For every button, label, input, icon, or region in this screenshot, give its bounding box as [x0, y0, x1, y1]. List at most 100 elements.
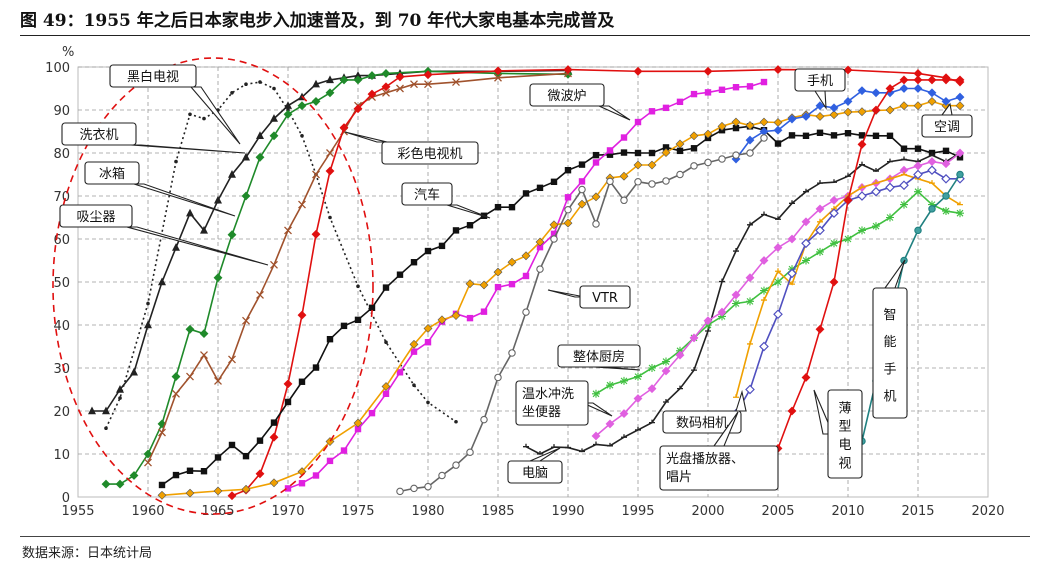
- data-point: [676, 98, 684, 106]
- figure-title: 图 49：1955 年之后日本家电步入加速普及，到 70 年代大家电基本完成普及: [20, 11, 615, 31]
- data-point: [829, 103, 839, 113]
- data-point: [410, 348, 418, 355]
- data-point: [957, 201, 963, 206]
- data-point: [801, 217, 811, 227]
- data-point: [746, 297, 754, 306]
- data-point: [227, 230, 237, 240]
- callout-text-line: 唱片: [666, 470, 692, 485]
- data-point: [116, 385, 124, 393]
- data-point: [522, 308, 530, 316]
- data-point: [606, 151, 614, 158]
- callout-box: [827, 389, 863, 479]
- data-point: [395, 72, 405, 82]
- data-point: [759, 341, 769, 352]
- data-point: [942, 192, 950, 200]
- data-point: [787, 114, 797, 124]
- data-point: [831, 179, 837, 183]
- data-point: [620, 134, 628, 141]
- callout-box: [659, 445, 779, 491]
- data-point: [325, 166, 335, 176]
- data-point: [241, 191, 251, 201]
- data-point: [871, 105, 881, 115]
- data-point: [677, 385, 683, 390]
- data-point: [690, 145, 698, 152]
- data-point: [270, 419, 278, 426]
- data-point: [451, 311, 461, 320]
- data-point: [300, 134, 304, 138]
- data-point: [927, 96, 937, 106]
- data-point: [508, 349, 516, 357]
- data-point: [522, 190, 530, 197]
- data-point: [101, 479, 111, 489]
- data-point: [550, 178, 558, 186]
- data-point: [353, 104, 363, 114]
- x-tick-label: 2010: [831, 504, 864, 519]
- data-point: [843, 96, 853, 106]
- callout-box: [529, 83, 605, 107]
- data-point: [102, 406, 110, 415]
- data-point: [732, 299, 740, 308]
- data-point: [914, 226, 922, 235]
- data-point: [284, 485, 292, 492]
- data-point: [928, 205, 936, 213]
- data-point: [830, 132, 838, 139]
- callout-text: 光盘播放器、唱片: [666, 451, 744, 485]
- data-point: [955, 75, 965, 85]
- data-point: [619, 409, 629, 419]
- data-point: [731, 117, 741, 127]
- data-point: [410, 80, 418, 89]
- callout-box: [662, 410, 742, 434]
- data-point: [733, 248, 739, 252]
- y-tick-label: 90: [53, 104, 70, 119]
- data-point: [396, 487, 404, 496]
- data-point: [844, 130, 852, 137]
- data-point: [843, 195, 853, 205]
- data-point: [466, 448, 474, 457]
- data-point: [537, 451, 543, 455]
- data-point: [815, 112, 825, 121]
- data-point: [213, 486, 223, 496]
- data-point: [955, 101, 965, 111]
- data-point: [746, 83, 754, 90]
- data-point: [718, 86, 726, 93]
- data-point: [258, 80, 262, 84]
- data-point: [927, 75, 937, 85]
- data-point: [270, 114, 278, 122]
- y-tick-label: 50: [53, 276, 70, 291]
- callout-box: [109, 64, 197, 88]
- data-point: [634, 118, 642, 126]
- data-point: [690, 90, 698, 98]
- data-point: [941, 75, 951, 85]
- data-point: [297, 310, 307, 320]
- y-axis-unit-label: %: [62, 45, 74, 60]
- callout-box: [61, 122, 137, 146]
- data-point: [171, 372, 181, 382]
- data-point: [200, 468, 208, 475]
- data-point: [801, 112, 811, 121]
- data-point: [788, 132, 796, 139]
- data-point: [900, 200, 908, 209]
- data-point: [649, 419, 655, 424]
- data-point: [872, 132, 880, 139]
- data-point: [591, 192, 601, 202]
- x-tick-label: 1985: [481, 504, 514, 519]
- data-point: [857, 86, 867, 96]
- data-point: [901, 171, 907, 176]
- data-point: [732, 124, 740, 132]
- data-point: [493, 66, 503, 76]
- data-point: [927, 88, 937, 98]
- data-point: [899, 101, 909, 111]
- data-point: [339, 75, 349, 85]
- data-point: [635, 426, 641, 431]
- callout-text-line: 坐便器: [522, 405, 561, 420]
- data-point: [746, 149, 754, 157]
- data-point: [578, 185, 586, 194]
- callout-pointer: [344, 131, 388, 143]
- data-point: [494, 203, 502, 211]
- data-point: [326, 335, 334, 343]
- data-point: [284, 398, 292, 406]
- data-point: [521, 251, 531, 261]
- data-point: [801, 238, 811, 249]
- data-point: [913, 169, 923, 180]
- x-tick-label: 1970: [271, 504, 304, 519]
